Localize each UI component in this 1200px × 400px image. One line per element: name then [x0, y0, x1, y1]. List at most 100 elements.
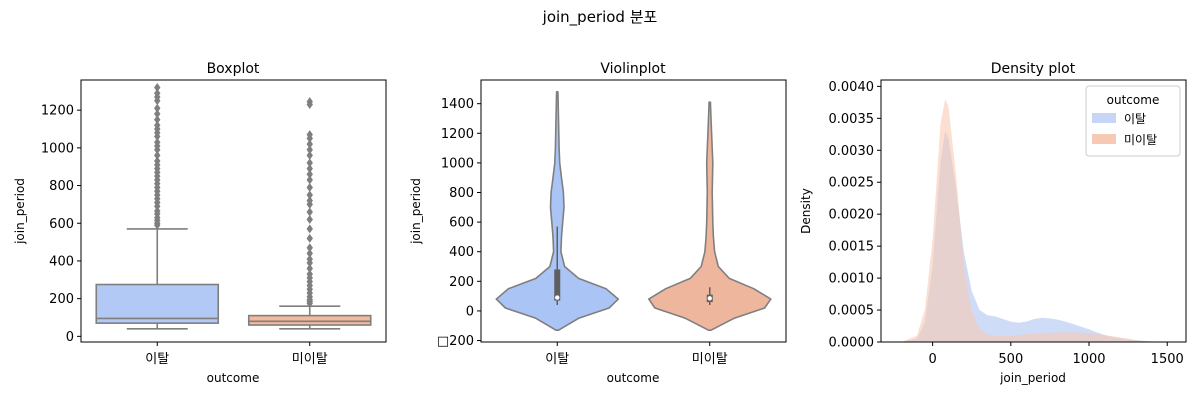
- box-mi-ital-outlier: [306, 150, 313, 160]
- boxplot-ytick-label: 0: [66, 330, 74, 345]
- box-mi-ital-outlier: [306, 207, 313, 217]
- violin-mi-ital-median-dot: [707, 296, 712, 301]
- boxplot-frame: [80, 79, 387, 343]
- density-ytick-label: 0.0010: [829, 272, 875, 287]
- density-title: Density plot: [991, 61, 1076, 77]
- boxplot-xtick-label-ital: 이탈: [145, 352, 169, 367]
- box-mi-ital-outlier: [306, 97, 313, 107]
- density-ytick-label: 0.0025: [829, 176, 875, 191]
- box-ital-iqr-box: [95, 283, 220, 324]
- density-plot-area: [901, 99, 1160, 342]
- density-ytick-label: 0.0000: [829, 336, 875, 351]
- boxplot-x-ticks: 이탈 미이탈: [145, 342, 328, 367]
- box-mi-ital-outlier: [306, 196, 313, 206]
- violinplot-ytick-label: 200: [449, 275, 474, 290]
- density-ytick-label: 0.0015: [829, 240, 875, 255]
- violinplot-ytick-label: 0: [466, 304, 474, 319]
- box-mi-ital-outlier: [306, 164, 313, 174]
- violinplot-ytick-label: 600: [449, 216, 474, 231]
- violinplot-ytick-label: 1000: [441, 156, 474, 171]
- legend-title: outcome: [1107, 93, 1160, 107]
- box-mi-ital-outlier: [306, 224, 313, 234]
- box-mi-ital-outlier: [306, 233, 313, 243]
- box-mi-ital-outlier: [306, 248, 313, 258]
- box-mi-ital-iqr-box: [247, 314, 372, 326]
- density-xtick-label: 1000: [1072, 352, 1105, 367]
- box-mi-ital-outlier: [306, 263, 313, 273]
- box-mi-ital-outlier: [306, 130, 313, 140]
- violinplot-xlabel: outcome: [607, 371, 660, 385]
- density-legend: outcome 이탈 미이탈: [1085, 85, 1181, 157]
- boxplot-ytick-label: 400: [49, 254, 74, 269]
- box-mi-ital-outlier: [306, 169, 313, 179]
- box-mi-ital-outlier: [306, 269, 313, 279]
- figure-suptitle: join_period 분포: [542, 8, 658, 27]
- boxplot-panel: Boxplot 0 200 400 600 800 1000 1200 이탈 미이탈 outc…: [13, 61, 387, 385]
- density-xtick-label: 500: [998, 352, 1023, 367]
- box-mi-ital-outlier: [306, 254, 313, 264]
- violin-ital-body: [495, 91, 620, 331]
- box-ital-outlier: [154, 83, 161, 93]
- box-ital-outlier: [154, 120, 161, 130]
- density-ytick-label: 0.0020: [829, 208, 875, 223]
- box-ital-outlier: [154, 150, 161, 160]
- density-panel: Density plot 0.00000.00050.00100.00150.0…: [799, 61, 1187, 385]
- box-mi-ital-outlier: [306, 214, 313, 224]
- violin-ital-iqr-bar: [554, 269, 561, 301]
- box-mi-ital-outlier: [306, 175, 313, 185]
- box-mi-ital-outlier: [306, 182, 313, 192]
- boxplot-xtick-label-mi-ital: 미이탈: [292, 352, 328, 367]
- density-xtick-label: 1500: [1151, 352, 1184, 367]
- density-y-ticks: 0.0000 0.0005 0.0010 0.0015 0.0020 0.0025 0.00…: [829, 80, 881, 351]
- legend-swatch-ital: [1092, 113, 1116, 123]
- boxplot-ytick-label: 1000: [41, 141, 74, 156]
- legend-label-ital: 이탈: [1124, 112, 1146, 126]
- density-ylabel: Density: [799, 188, 813, 234]
- box-mi-ital-outlier: [306, 243, 313, 253]
- density-ytick-label: 0.0040: [829, 80, 875, 95]
- legend-label-mi-ital: 미이탈: [1124, 133, 1157, 147]
- boxplot-title: Boxplot: [207, 61, 260, 77]
- violinplot-ytick-label: 400: [449, 245, 474, 260]
- box-ital-outlier: [154, 156, 161, 166]
- density-frame: [880, 79, 1187, 343]
- violin-mi-ital-body: [648, 101, 772, 331]
- box-mi-ital-outlier: [306, 158, 313, 168]
- violinplot-frame: [480, 79, 787, 343]
- violinplot-ytick-label: 1400: [441, 97, 474, 112]
- box-ital-outlier: [154, 206, 161, 216]
- violin-ital-median-dot: [555, 295, 560, 300]
- boxplot-ytick-label: 800: [49, 179, 74, 194]
- boxplot-ytick-label: 200: [49, 292, 74, 307]
- violinplot-plot-area: [495, 91, 772, 331]
- density-ytick-label: 0.0030: [829, 144, 875, 159]
- violinplot-ylabel: join_period: [409, 178, 423, 245]
- violinplot-ytick-label: □200: [437, 334, 474, 349]
- violinplot-xtick-label-mi-ital: 미이탈: [692, 352, 728, 367]
- violinplot-xtick-label-ital: 이탈: [545, 352, 569, 367]
- violinplot-y-ticks: □200 0 200 400 600 800 1000 1200 1400: [437, 97, 481, 349]
- box-ital-outlier: [154, 109, 161, 119]
- density-ytick-label: 0.0035: [829, 112, 875, 127]
- boxplot-y-ticks: 0 200 400 600 800 1000 1200: [41, 104, 81, 345]
- boxplot-ylabel: join_period: [13, 178, 27, 245]
- violinplot-panel: Violinplot □200 0 200 400 600 800 1000 1200 1400…: [409, 61, 787, 385]
- violinplot-ytick-label: 800: [449, 186, 474, 201]
- box-mi-ital-outlier: [306, 190, 313, 200]
- density-xtick-label: 0: [928, 352, 936, 367]
- density-x-ticks: 0 500 1000 1500: [928, 342, 1184, 367]
- density-ytick-label: 0.0005: [829, 304, 875, 319]
- violinplot-x-ticks: 이탈 미이탈: [545, 342, 728, 367]
- legend-swatch-mi-ital: [1092, 134, 1116, 144]
- violinplot-ytick-label: 1200: [441, 127, 474, 142]
- boxplot-ytick-label: 1200: [41, 104, 74, 119]
- boxplot-ytick-label: 600: [49, 217, 74, 232]
- violinplot-title: Violinplot: [600, 61, 666, 77]
- box-ital-outlier: [154, 88, 161, 98]
- box-mi-ital-outlier: [306, 139, 313, 149]
- density-area-mi-ital: [901, 99, 1152, 342]
- density-xlabel: join_period: [999, 371, 1066, 385]
- box-ital-outlier: [154, 103, 161, 113]
- box-mi-ital-outlier: [306, 145, 313, 155]
